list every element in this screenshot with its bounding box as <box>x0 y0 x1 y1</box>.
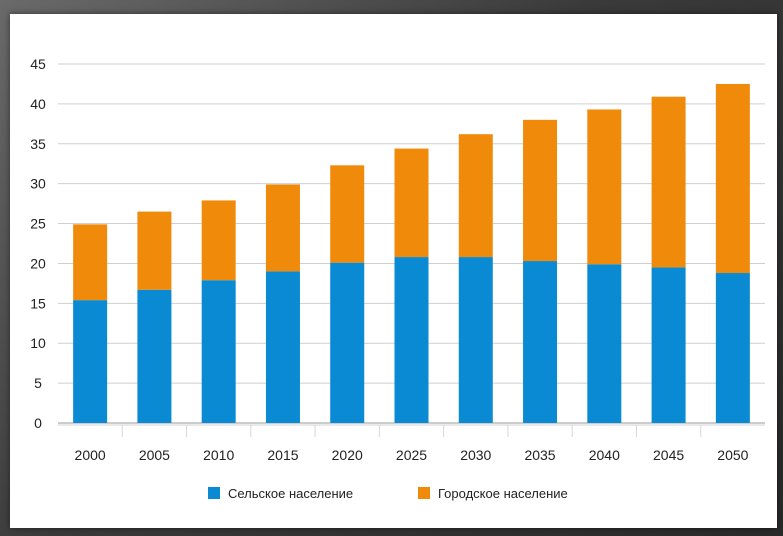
bar-rural-2005 <box>137 289 172 423</box>
x-tick-label-2030: 2030 <box>460 447 491 463</box>
y-tick-label: 40 <box>30 96 46 112</box>
x-tick-label-2015: 2015 <box>267 447 298 463</box>
x-tick-label-2045: 2045 <box>653 447 684 463</box>
bar-rural-2025 <box>394 257 429 423</box>
y-tick-label: 15 <box>30 295 46 311</box>
legend: Сельское население Городское население <box>208 486 568 501</box>
y-tick-label: 25 <box>30 216 46 232</box>
legend-swatch-rural <box>208 487 220 499</box>
bar-urban-2020 <box>330 165 365 263</box>
y-tick-label: 20 <box>30 255 46 271</box>
bar-urban-2045 <box>651 96 686 268</box>
bar-rural-2020 <box>330 262 365 423</box>
bar-urban-2035 <box>523 119 558 262</box>
x-tick-label-2000: 2000 <box>75 447 106 463</box>
x-tick-label-2010: 2010 <box>203 447 234 463</box>
y-tick-label: 5 <box>34 375 42 391</box>
bar-urban-2025 <box>394 148 429 258</box>
x-tick-label-2040: 2040 <box>589 447 620 463</box>
bar-urban-2000 <box>73 224 108 301</box>
bar-urban-2040 <box>587 109 622 265</box>
y-tick-label: 0 <box>34 415 42 431</box>
bar-rural-2000 <box>73 300 108 423</box>
bar-urban-2030 <box>458 134 493 258</box>
bar-urban-2010 <box>201 200 236 281</box>
bars <box>73 83 750 423</box>
x-tick-label-2005: 2005 <box>139 447 170 463</box>
bar-rural-2015 <box>265 271 300 423</box>
y-tick-label: 10 <box>30 335 46 351</box>
y-tick-label: 30 <box>30 176 46 192</box>
bar-rural-2010 <box>201 280 236 423</box>
bar-urban-2015 <box>265 184 300 272</box>
x-tick-label-2035: 2035 <box>524 447 555 463</box>
bar-rural-2040 <box>587 264 622 423</box>
x-tick-label-2020: 2020 <box>332 447 363 463</box>
chart-panel: 0 5 10 15 20 25 30 35 40 45 2000 2005 2010 2015 2020 20… <box>10 14 777 528</box>
bar-urban-2005 <box>137 211 172 290</box>
x-tick-label-2050: 2050 <box>717 447 748 463</box>
bar-rural-2030 <box>458 257 493 423</box>
legend-label-urban: Городское население <box>438 486 568 501</box>
bar-urban-2050 <box>715 83 750 274</box>
bar-rural-2035 <box>523 261 558 423</box>
x-tick-label-2025: 2025 <box>396 447 427 463</box>
y-tick-label: 45 <box>30 56 46 72</box>
bar-rural-2050 <box>715 273 750 423</box>
legend-label-rural: Сельское население <box>228 486 353 501</box>
bar-rural-2045 <box>651 267 686 423</box>
legend-swatch-urban <box>418 487 430 499</box>
y-tick-label: 35 <box>30 136 46 152</box>
